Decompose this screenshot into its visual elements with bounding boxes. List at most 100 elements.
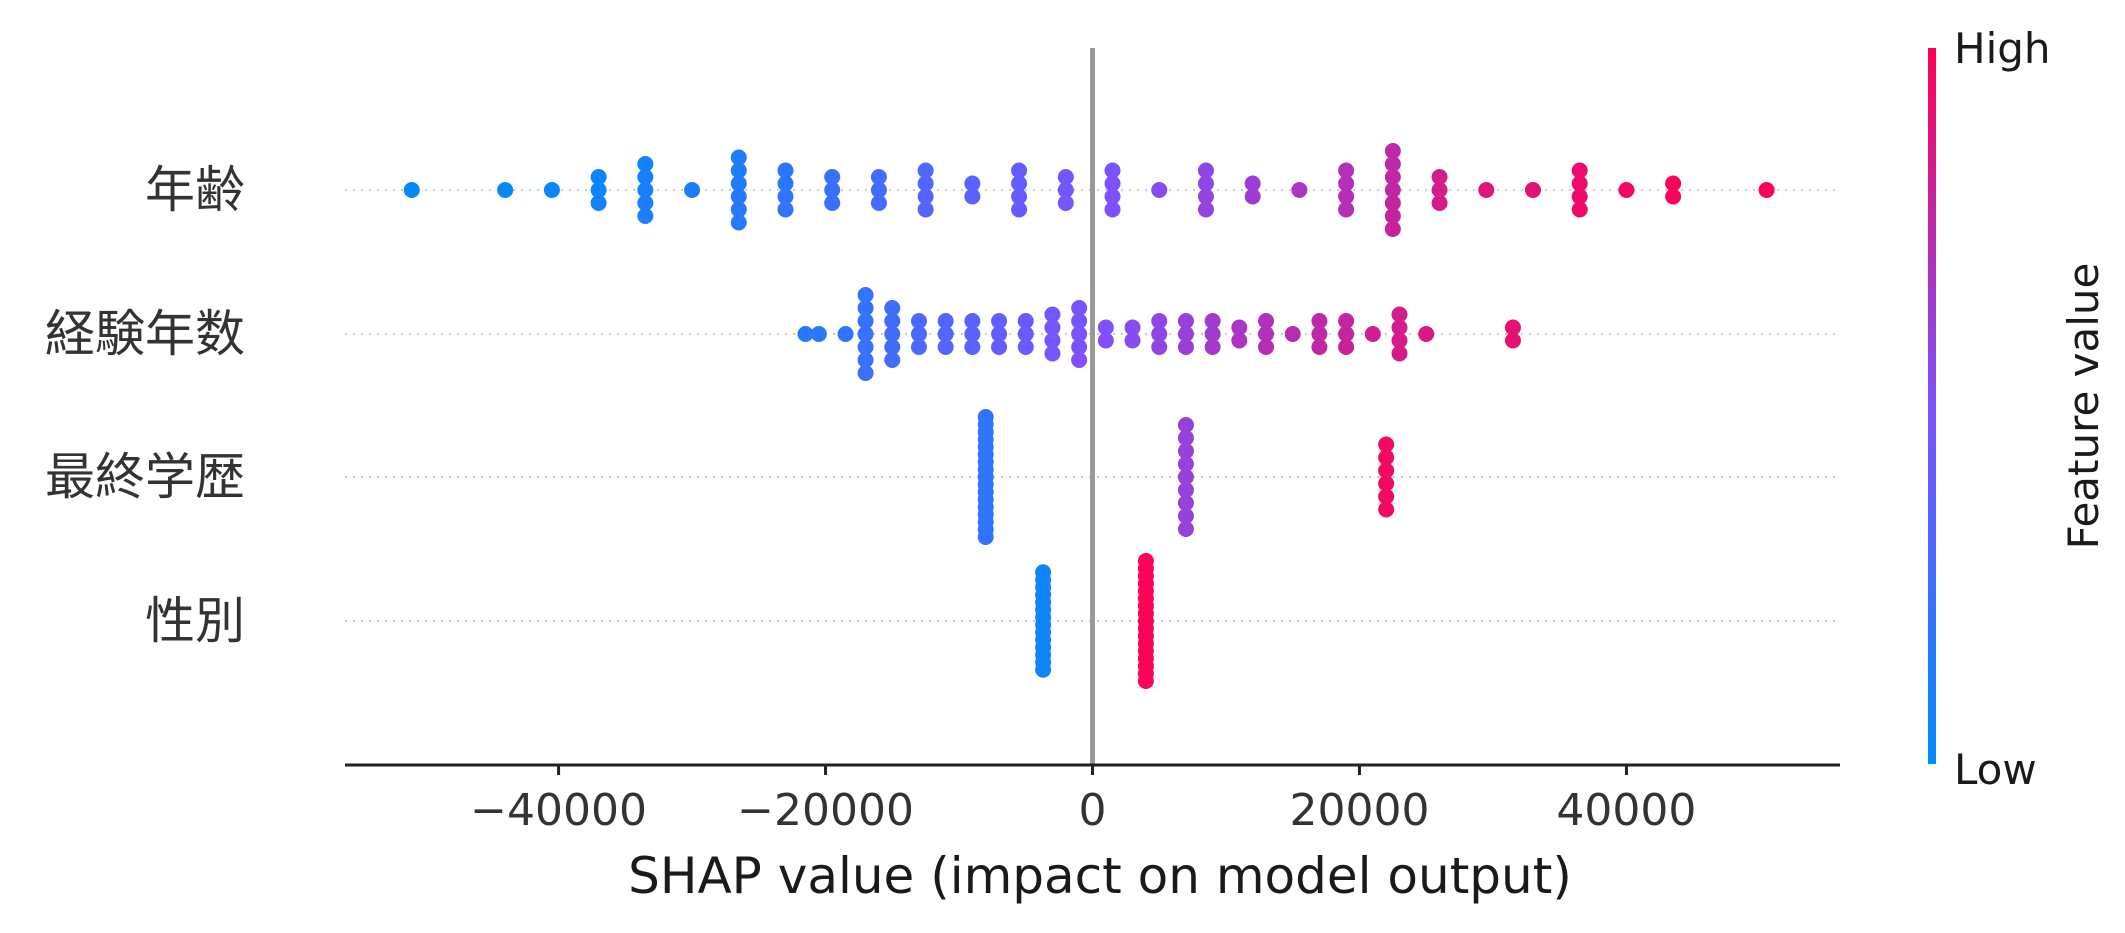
shap-point [1244, 188, 1261, 205]
shap-point [937, 339, 954, 355]
shap-point [1231, 319, 1248, 336]
shap-point [1338, 175, 1355, 192]
shap-point [1391, 319, 1408, 336]
shap-point [964, 313, 981, 329]
shap-point [1364, 326, 1381, 342]
shap-point [1177, 417, 1194, 433]
shap-point [1011, 162, 1028, 179]
shap-point [1017, 326, 1034, 342]
shap-point [1665, 175, 1682, 192]
x-axis: −40000 −20000 0 20000 40000 [345, 763, 1840, 836]
shap-point [1177, 521, 1194, 537]
shap-point [403, 182, 420, 198]
shap-point [1338, 201, 1355, 218]
shap-point [1311, 313, 1328, 329]
x-tick-label: 40000 [1556, 785, 1696, 836]
shap-point [910, 313, 927, 329]
colorbar-low-label: Low [1954, 745, 2037, 794]
shap-point [1197, 175, 1214, 192]
shap-point [937, 326, 954, 342]
shap-point [1524, 182, 1541, 198]
shap-point [730, 149, 747, 166]
shap-point [1011, 175, 1028, 192]
shap-point [1177, 469, 1194, 485]
shap-point [777, 162, 794, 179]
shap-point [1011, 188, 1028, 205]
shap-point [590, 169, 607, 185]
shap-point [1665, 188, 1682, 205]
shap-point [910, 326, 927, 342]
shap-point [1044, 345, 1061, 362]
shap-point [1418, 326, 1435, 342]
shap-point [1384, 143, 1401, 159]
feature-label: 最終学歴 [45, 448, 245, 506]
shap-point [1391, 345, 1408, 362]
shap-point [1391, 306, 1408, 323]
shap-point [1244, 175, 1261, 192]
shap-point [810, 326, 827, 342]
shap-point [1571, 188, 1588, 205]
shap-point [824, 195, 841, 211]
shap-point [1391, 332, 1408, 349]
shap-point [884, 339, 901, 355]
shap-point [637, 195, 654, 211]
shap-point [1177, 326, 1194, 342]
shap-point [777, 201, 794, 218]
shap-point [857, 352, 874, 368]
shap-point [637, 169, 654, 185]
shap-point [1197, 201, 1214, 218]
shap-point [857, 365, 874, 381]
shap-point [1384, 208, 1401, 224]
x-tick-label: −40000 [470, 785, 647, 836]
shap-point [1384, 221, 1401, 237]
shap-point [1177, 508, 1194, 524]
shap-point [917, 162, 934, 179]
shap-point [1124, 319, 1141, 336]
shap-point [1311, 326, 1328, 342]
shap-point [1057, 195, 1074, 211]
feature-label: 経験年数 [45, 305, 245, 363]
shap-point [1338, 313, 1355, 329]
shap-point [870, 182, 887, 198]
shap-point [1177, 482, 1194, 498]
shap-point [837, 326, 854, 342]
shap-point [824, 182, 841, 198]
shap-point [797, 326, 814, 342]
shap-point [964, 339, 981, 355]
shap-point [543, 182, 560, 198]
shap-point [1177, 430, 1194, 446]
shap-point [884, 352, 901, 368]
shap-point [1338, 188, 1355, 205]
shap-point [1044, 332, 1061, 349]
colorbar-gradient [1928, 48, 1936, 764]
shap-point [1384, 182, 1401, 198]
shap-point [1204, 326, 1221, 342]
shap-point [937, 313, 954, 329]
shap-points [403, 143, 1775, 689]
shap-point [1204, 313, 1221, 329]
shap-point [1258, 339, 1275, 355]
shap-point [857, 326, 874, 342]
shap-point [1258, 313, 1275, 329]
shap-point [1151, 182, 1168, 198]
shap-point [1478, 182, 1495, 198]
shap-point [1384, 169, 1401, 185]
shap-point [1097, 332, 1114, 349]
shap-point [991, 313, 1008, 329]
shap-point [1378, 501, 1395, 518]
shap-point [1035, 661, 1052, 678]
shap-point [1151, 339, 1168, 355]
shap-point [1017, 339, 1034, 355]
shap-point [977, 529, 994, 545]
shap-point [1258, 326, 1275, 342]
shap-point [910, 339, 927, 355]
shap-point [1378, 449, 1395, 466]
shap-point [1284, 326, 1301, 342]
shap-point [1011, 201, 1028, 218]
shap-point [870, 195, 887, 211]
shap-point [991, 326, 1008, 342]
shap-point [884, 313, 901, 329]
shap-point [857, 313, 874, 329]
